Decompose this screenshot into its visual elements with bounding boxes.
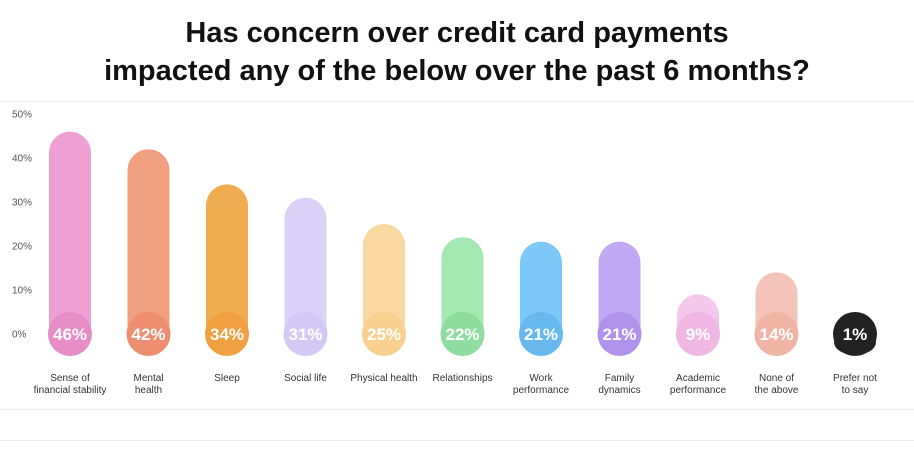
y-tick-label: 10% (12, 286, 32, 297)
x-tick-label: performance (513, 385, 570, 396)
bar-value-circle (833, 312, 877, 356)
bottom-divider (0, 440, 914, 441)
bar-value-circle (205, 312, 249, 356)
data-label: 42% (131, 325, 165, 344)
data-label: 9% (686, 325, 711, 344)
bar-value-circle (362, 312, 406, 356)
y-tick-label: 40% (12, 154, 32, 165)
bar-value-circle (519, 312, 563, 356)
y-tick-label: 30% (12, 198, 32, 209)
x-tick-label: performance (670, 385, 727, 396)
chart-title-line-1: Has concern over credit card payments (185, 17, 729, 49)
x-tick-label: Social life (284, 373, 327, 384)
x-tick-label: Work (529, 373, 553, 384)
chart-title-line-2: impacted any of the below over the past … (104, 55, 810, 87)
y-tick-label: 50% (12, 110, 32, 121)
x-tick-label: None of (759, 373, 794, 384)
x-tick-label: Sleep (214, 373, 240, 384)
x-tick-label: Family (605, 373, 634, 384)
top-divider (0, 101, 914, 102)
y-tick-label: 0% (12, 330, 27, 341)
bar-value-circle (754, 312, 799, 356)
bar-value-circle (676, 312, 720, 356)
bar-value-circle (48, 312, 92, 356)
bar (49, 131, 91, 355)
x-tick-label: the above (755, 385, 799, 396)
data-label: 21% (602, 325, 636, 344)
data-label: 14% (759, 325, 793, 344)
bar-value-circle (440, 312, 485, 356)
data-label: 1% (843, 325, 868, 344)
x-tick-label: Mental (133, 373, 163, 384)
x-tick-label: Prefer not (833, 373, 877, 384)
data-label: 46% (53, 325, 87, 344)
x-tick-label: Physical health (350, 373, 417, 384)
y-tick-label: 20% (12, 242, 32, 253)
bar-value-circle (283, 312, 328, 356)
chart-title: Has concern over credit card payments im… (0, 14, 914, 90)
bar-value-circle (126, 312, 171, 356)
x-tick-label: Sense of (50, 373, 90, 384)
x-tick-label: Relationships (432, 373, 492, 384)
x-tick-label: health (135, 385, 162, 396)
x-tick-label: financial stability (34, 385, 107, 396)
x-tick-label: to say (842, 385, 869, 396)
data-label: 25% (367, 325, 401, 344)
data-label: 34% (210, 325, 244, 344)
data-label: 31% (288, 325, 322, 344)
plot-bottom-divider (0, 409, 914, 410)
bar (127, 149, 170, 355)
x-tick-label: Academic (676, 373, 720, 384)
bar (206, 184, 248, 355)
data-label: 22% (445, 325, 479, 344)
bar-value-circle (597, 312, 642, 356)
x-tick-label: dynamics (598, 385, 640, 396)
data-label: 21% (524, 325, 558, 344)
